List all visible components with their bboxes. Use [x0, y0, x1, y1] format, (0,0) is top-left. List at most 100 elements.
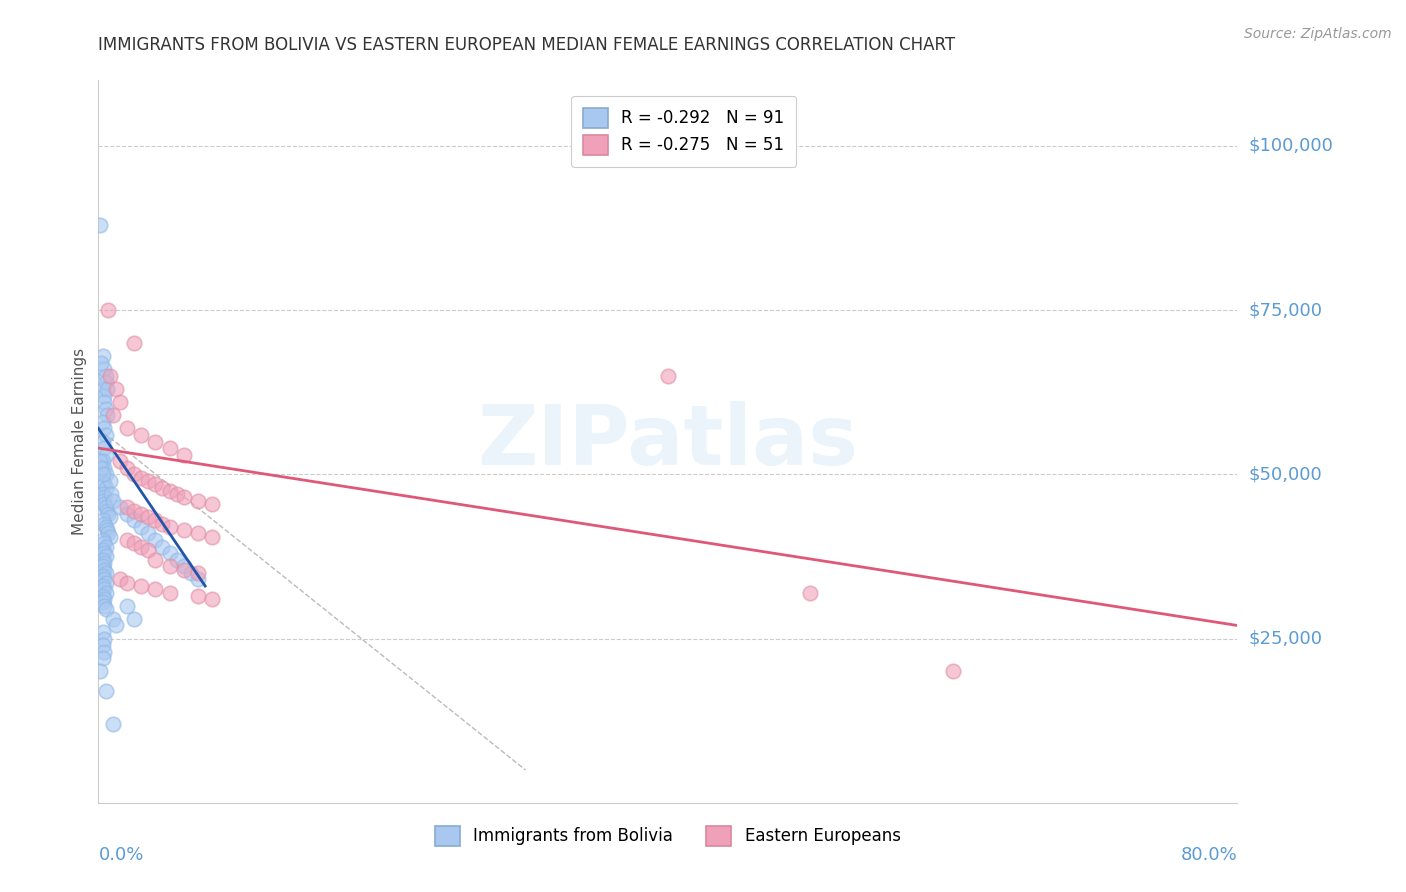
Point — [145, 477, 167, 491]
Point — [91, 651, 114, 665]
Point — [91, 569, 114, 583]
Point — [101, 717, 124, 731]
Point — [93, 477, 115, 491]
Point — [129, 428, 152, 442]
Point — [93, 573, 115, 587]
Point — [173, 491, 195, 505]
Point — [101, 409, 124, 423]
Text: 0.0%: 0.0% — [98, 847, 143, 864]
Point — [115, 460, 138, 475]
Point — [91, 559, 114, 574]
Point — [97, 526, 120, 541]
Point — [93, 421, 115, 435]
Text: $50,000: $50,000 — [1249, 466, 1322, 483]
Point — [122, 336, 145, 351]
Point — [115, 421, 138, 435]
Point — [136, 510, 159, 524]
Point — [129, 507, 152, 521]
Point — [98, 530, 121, 544]
Point — [91, 349, 114, 363]
Point — [159, 559, 181, 574]
Point — [108, 454, 131, 468]
Point — [94, 500, 117, 515]
Point — [166, 553, 188, 567]
Point — [94, 376, 117, 390]
Point — [94, 540, 117, 554]
Point — [91, 454, 114, 468]
Point — [94, 448, 117, 462]
Point — [93, 362, 115, 376]
Point — [159, 585, 181, 599]
Point — [108, 395, 131, 409]
Point — [94, 575, 117, 590]
Point — [91, 533, 114, 547]
Point — [89, 454, 111, 468]
Point — [94, 549, 117, 564]
Point — [187, 526, 209, 541]
Point — [799, 585, 821, 599]
Point — [152, 516, 174, 531]
Point — [129, 520, 152, 534]
Point — [91, 513, 114, 527]
Point — [90, 460, 112, 475]
Point — [96, 409, 118, 423]
Point — [129, 471, 152, 485]
Point — [98, 474, 121, 488]
Point — [91, 382, 114, 396]
Point — [100, 487, 122, 501]
Point — [91, 595, 114, 609]
Text: $100,000: $100,000 — [1249, 137, 1333, 155]
Point — [159, 441, 181, 455]
Point — [94, 401, 117, 416]
Point — [159, 483, 181, 498]
Point — [96, 382, 118, 396]
Point — [187, 589, 209, 603]
Point — [93, 599, 115, 613]
Point — [201, 530, 224, 544]
Point — [657, 368, 679, 383]
Point — [122, 513, 145, 527]
Point — [94, 368, 117, 383]
Point — [91, 493, 114, 508]
Point — [93, 497, 115, 511]
Point — [122, 503, 145, 517]
Point — [108, 573, 131, 587]
Point — [115, 575, 138, 590]
Point — [115, 500, 138, 515]
Point — [152, 481, 174, 495]
Point — [136, 474, 159, 488]
Point — [94, 684, 117, 698]
Point — [98, 510, 121, 524]
Point — [122, 467, 145, 482]
Point — [93, 491, 115, 505]
Point — [93, 546, 115, 560]
Point — [91, 579, 114, 593]
Point — [89, 218, 111, 232]
Point — [173, 523, 195, 537]
Point — [97, 303, 120, 318]
Point — [94, 602, 117, 616]
Point — [96, 523, 118, 537]
Point — [159, 546, 181, 560]
Point — [136, 526, 159, 541]
Point — [91, 474, 114, 488]
Point — [93, 460, 115, 475]
Point — [93, 556, 115, 570]
Text: ZIPatlas: ZIPatlas — [478, 401, 858, 482]
Point — [136, 542, 159, 557]
Point — [93, 516, 115, 531]
Point — [91, 542, 114, 557]
Point — [145, 533, 167, 547]
Point — [166, 487, 188, 501]
Point — [93, 441, 115, 455]
Point — [93, 563, 115, 577]
Point — [91, 638, 114, 652]
Point — [94, 481, 117, 495]
Point — [101, 612, 124, 626]
Point — [91, 467, 114, 482]
Point — [129, 579, 152, 593]
Text: 80.0%: 80.0% — [1181, 847, 1237, 864]
Point — [89, 665, 111, 679]
Point — [173, 448, 195, 462]
Point — [129, 540, 152, 554]
